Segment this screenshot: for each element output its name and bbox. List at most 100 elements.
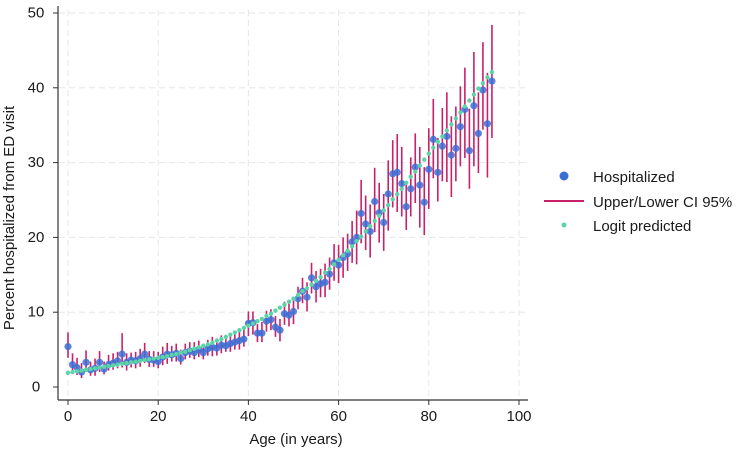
predicted-point [381,208,386,213]
predicted-point [196,345,201,350]
y-tick-label: 30 [28,154,45,171]
hospitalized-point [438,142,446,150]
hospitalized-point [348,238,356,246]
predicted-point [228,332,233,337]
predicted-point [74,369,80,374]
predicted-point [165,354,170,359]
predicted-point [101,364,107,370]
predicted-point [106,363,111,369]
hospitalized-point [258,329,266,337]
predicted-point [210,340,215,346]
predicted-point [367,223,373,229]
legend-hospitalized-marker [559,171,569,181]
axes: 0 10 20 30 40 50 0 20 40 60 80 100 [28,5,532,426]
predicted-point [183,349,188,355]
hospitalized-point [398,179,406,188]
y-tick-label: 50 [28,5,45,22]
predicted-point [119,361,125,367]
hospitalized-point [420,198,428,206]
predicted-point [83,367,89,372]
x-tick-label: 60 [330,408,347,425]
legend-predicted-label: Logit predicted [593,218,691,235]
hospitalized-point [177,354,185,363]
predicted-point [399,186,404,191]
predicted-point [219,336,224,342]
predicted-point [309,282,314,287]
hospitalized-point [118,350,126,358]
predicted-point [187,348,192,353]
predicted-point [205,342,211,347]
predicted-point [70,369,75,375]
predicted-point [237,327,242,333]
predicted-point [133,359,138,364]
gridlines [59,10,528,400]
predicted-point [268,311,274,316]
predicted-point [336,257,341,263]
hospitalized-point [95,358,104,366]
predicted-point [178,350,183,355]
hospitalized-points [64,77,496,376]
hospitalized-point [357,209,365,218]
predicted-point [115,362,120,367]
predicted-point [255,318,260,324]
hospitalized-point [335,261,343,269]
predicted-point [449,122,454,127]
predicted-point [65,370,71,375]
predicted-point [286,299,292,304]
predicted-point [390,197,395,202]
hospitalized-point [402,203,410,211]
x-tick-label: 100 [506,408,531,425]
hospitalized-point [384,190,392,198]
hospitalized-point [474,129,483,138]
hospitalized-point [483,120,492,128]
x-tick-label: 80 [420,408,437,425]
hospitalized-point [154,357,162,366]
predicted-point [458,110,463,115]
hospitalized-point [447,151,455,159]
hospitalized-point [429,135,437,144]
predicted-point [408,174,413,180]
hospitalized-point [411,163,419,171]
predicted-point [264,313,269,319]
hospitalized-point [456,123,464,131]
predicted-point [313,278,319,283]
hospitalized-point [114,357,122,365]
predicted-point [97,365,102,370]
hospitalized-point [325,270,334,278]
predicted-point [160,354,165,360]
predicted-point [489,69,495,75]
legend: Hospitalized Upper/Lower CI 95% Logit pr… [544,169,732,235]
predicted-point [322,270,328,275]
predicted-point [453,116,459,121]
hospitalized-point [307,274,316,282]
legend-ci-label: Upper/Lower CI 95% [593,194,732,211]
predicted-point [151,356,156,361]
hospitalized-point [353,233,361,241]
predicted-point [214,338,220,343]
hospitalized-point [362,220,370,228]
predicted-point [282,302,287,307]
predicted-point [340,253,346,258]
predicted-point [300,289,305,294]
predicted-point [137,358,143,364]
predicted-point [304,286,310,291]
predicted-points [65,69,495,375]
predicted-point [223,334,229,340]
predicted-point [88,366,93,372]
y-tick-label: 20 [28,229,45,246]
predicted-point [471,92,477,97]
y-tick-label: 0 [32,379,40,396]
predicted-point [232,330,238,335]
predicted-point [476,86,481,91]
predicted-point [431,145,436,150]
predicted-point [467,98,472,103]
predicted-point [358,234,364,239]
predicted-point [156,355,161,361]
predicted-point [295,292,301,298]
legend-predicted-marker [561,222,567,228]
predicted-point [354,238,359,244]
predicted-point [435,139,441,144]
predicted-point [462,104,468,109]
